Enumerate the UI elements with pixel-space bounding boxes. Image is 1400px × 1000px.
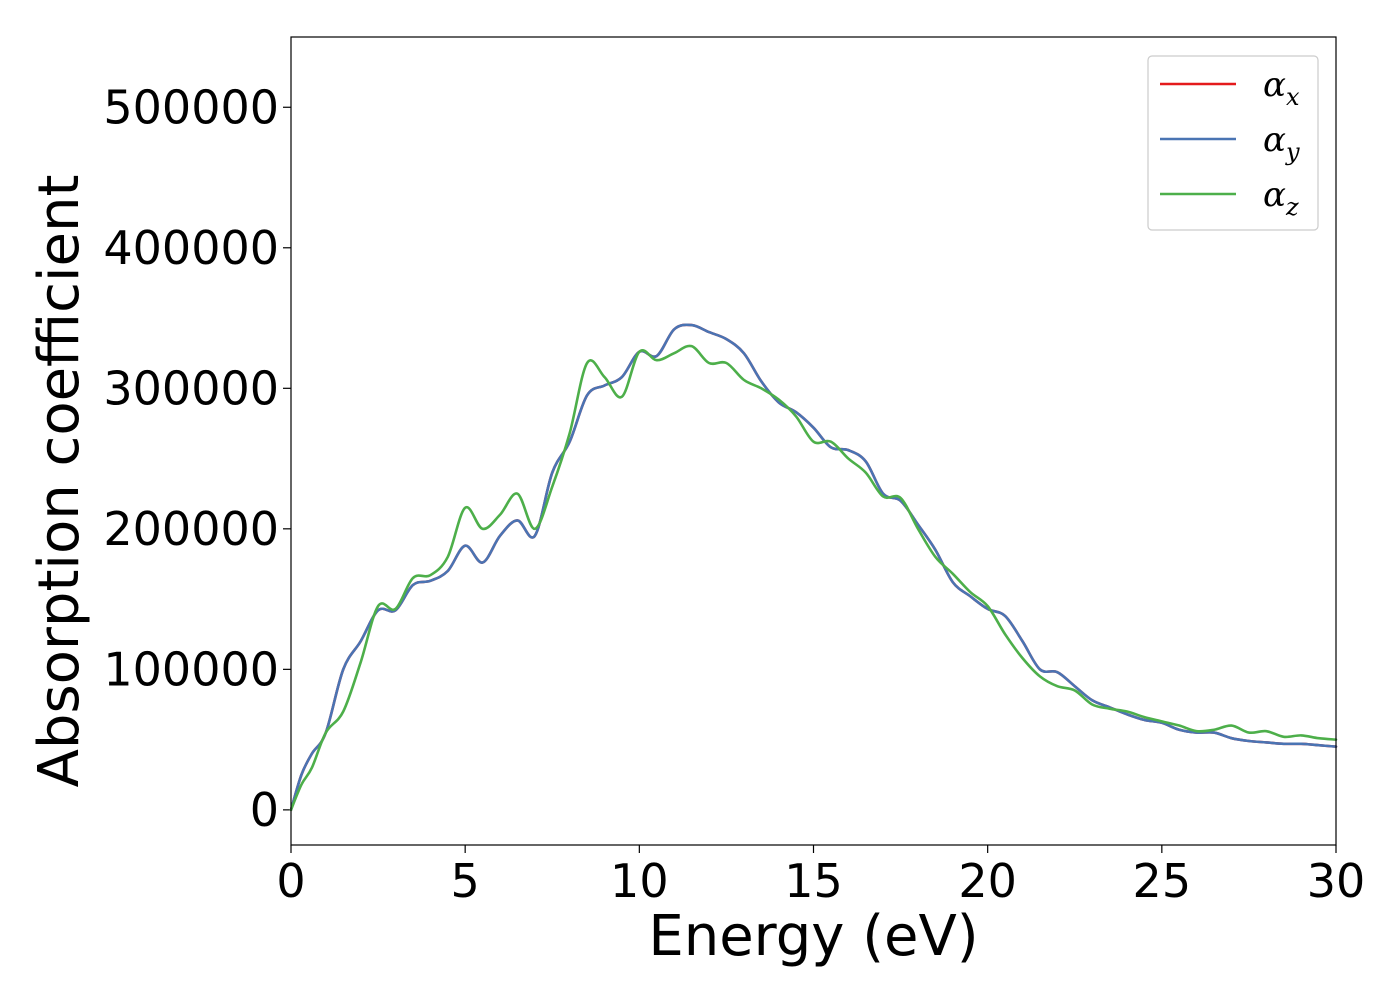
legend-subscript: z [1285,193,1299,221]
x-tick-label: 10 [610,854,669,908]
legend-label-y: αy [1263,120,1300,166]
series-line-x [289,323,1338,812]
x-tick-label: 25 [1133,854,1192,908]
legend-subscript: y [1285,138,1300,166]
y-axis-label: Absorption coefficient [27,175,92,788]
y-tick-label: 200000 [103,502,279,556]
y-tick-label: 300000 [103,361,279,415]
x-axis-ticks: 0 5 10 15 20 25 30 [276,845,1365,908]
x-axis-label: Energy (eV) [648,904,978,969]
y-axis-ticks: 0 100000 200000 300000 400000 500000 [103,80,291,837]
legend-symbol: α [1263,65,1286,105]
legend-label-x: αx [1263,65,1300,111]
x-tick-label: 15 [784,854,843,908]
legend-symbol: α [1263,175,1286,215]
y-tick-label: 500000 [103,80,279,134]
y-tick-label: 100000 [103,642,279,696]
legend-label-z: αz [1263,175,1299,221]
plot-area-frame [290,36,1337,846]
y-tick-label: 0 [250,783,279,837]
legend-symbol: α [1263,120,1286,160]
series-lines [289,323,1338,812]
series-line-y [289,323,1338,812]
x-tick-label: 20 [958,854,1017,908]
x-tick-label: 30 [1307,854,1366,908]
legend-subscript: x [1286,83,1300,111]
x-tick-label: 5 [451,854,480,908]
x-tick-label: 0 [276,854,305,908]
legend-box [1147,55,1319,231]
series-line-z [289,344,1338,812]
y-tick-label: 400000 [103,221,279,275]
